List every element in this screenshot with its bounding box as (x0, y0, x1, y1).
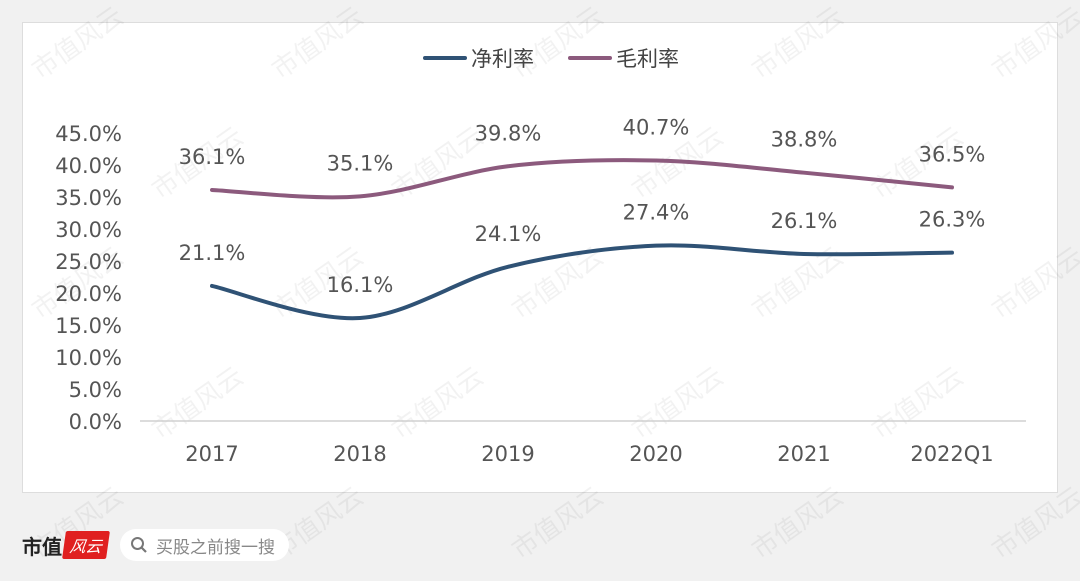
footer: 市值 风云 买股之前搜一搜 (22, 527, 290, 563)
legend-label: 毛利率 (616, 47, 679, 71)
data-label: 27.4% (623, 201, 690, 225)
y-tick-label: 35.0% (55, 186, 122, 210)
watermark-text: 市值风云 (507, 241, 609, 325)
watermark-text: 市值风云 (147, 361, 249, 445)
x-tick-label: 2017 (185, 442, 238, 466)
brand-logo: 风云 (62, 531, 110, 559)
y-tick-label: 10.0% (55, 346, 122, 370)
x-tick-label: 2020 (629, 442, 682, 466)
watermark-text: 市值风云 (867, 361, 969, 445)
x-tick-label: 2019 (481, 442, 534, 466)
watermark-text: 市值风云 (987, 481, 1080, 565)
brand-name: 市值 (22, 534, 62, 559)
search-box[interactable]: 买股之前搜一搜 (120, 529, 290, 561)
data-label: 36.5% (919, 142, 986, 166)
data-label: 40.7% (623, 116, 690, 140)
x-tick-label: 2022Q1 (910, 442, 993, 466)
watermark-text: 市值风云 (747, 1, 849, 85)
data-label: 21.1% (179, 241, 246, 265)
series-line-net-margin (210, 243, 954, 321)
series-line-gross-margin (210, 158, 954, 200)
y-tick-label: 5.0% (69, 378, 122, 402)
chart-panel (22, 22, 1058, 493)
watermark-text: 市值风云 (387, 361, 489, 445)
watermark-text: 市值风云 (987, 1, 1080, 85)
watermark-text: 市值风云 (507, 481, 609, 565)
y-tick-label: 30.0% (55, 218, 122, 242)
data-label: 26.1% (771, 209, 838, 233)
x-tick-label: 2018 (333, 442, 386, 466)
watermark-text: 市值风云 (627, 361, 729, 445)
data-label: 26.3% (919, 208, 986, 232)
search-icon (131, 537, 147, 553)
legend-label: 净利率 (471, 47, 534, 71)
watermark-text: 市值风云 (27, 1, 129, 85)
data-label: 36.1% (179, 145, 246, 169)
watermark-text: 市值风云 (507, 1, 609, 85)
data-label: 38.8% (771, 128, 838, 152)
y-tick-label: 45.0% (55, 122, 122, 146)
search-placeholder: 买股之前搜一搜 (156, 537, 276, 558)
x-tick-label: 2021 (777, 442, 830, 466)
data-label: 24.1% (475, 222, 542, 246)
y-tick-label: 40.0% (55, 154, 122, 178)
data-label: 39.8% (475, 121, 542, 145)
data-label: 35.1% (327, 151, 394, 175)
watermark-text: 市值风云 (987, 241, 1080, 325)
y-tick-label: 0.0% (69, 410, 122, 434)
y-tick-label: 25.0% (55, 250, 122, 274)
y-tick-label: 15.0% (55, 314, 122, 338)
y-tick-label: 20.0% (55, 282, 122, 306)
data-label: 16.1% (327, 273, 394, 297)
watermark-text: 市值风云 (267, 1, 369, 85)
watermark-text: 市值风云 (747, 481, 849, 565)
